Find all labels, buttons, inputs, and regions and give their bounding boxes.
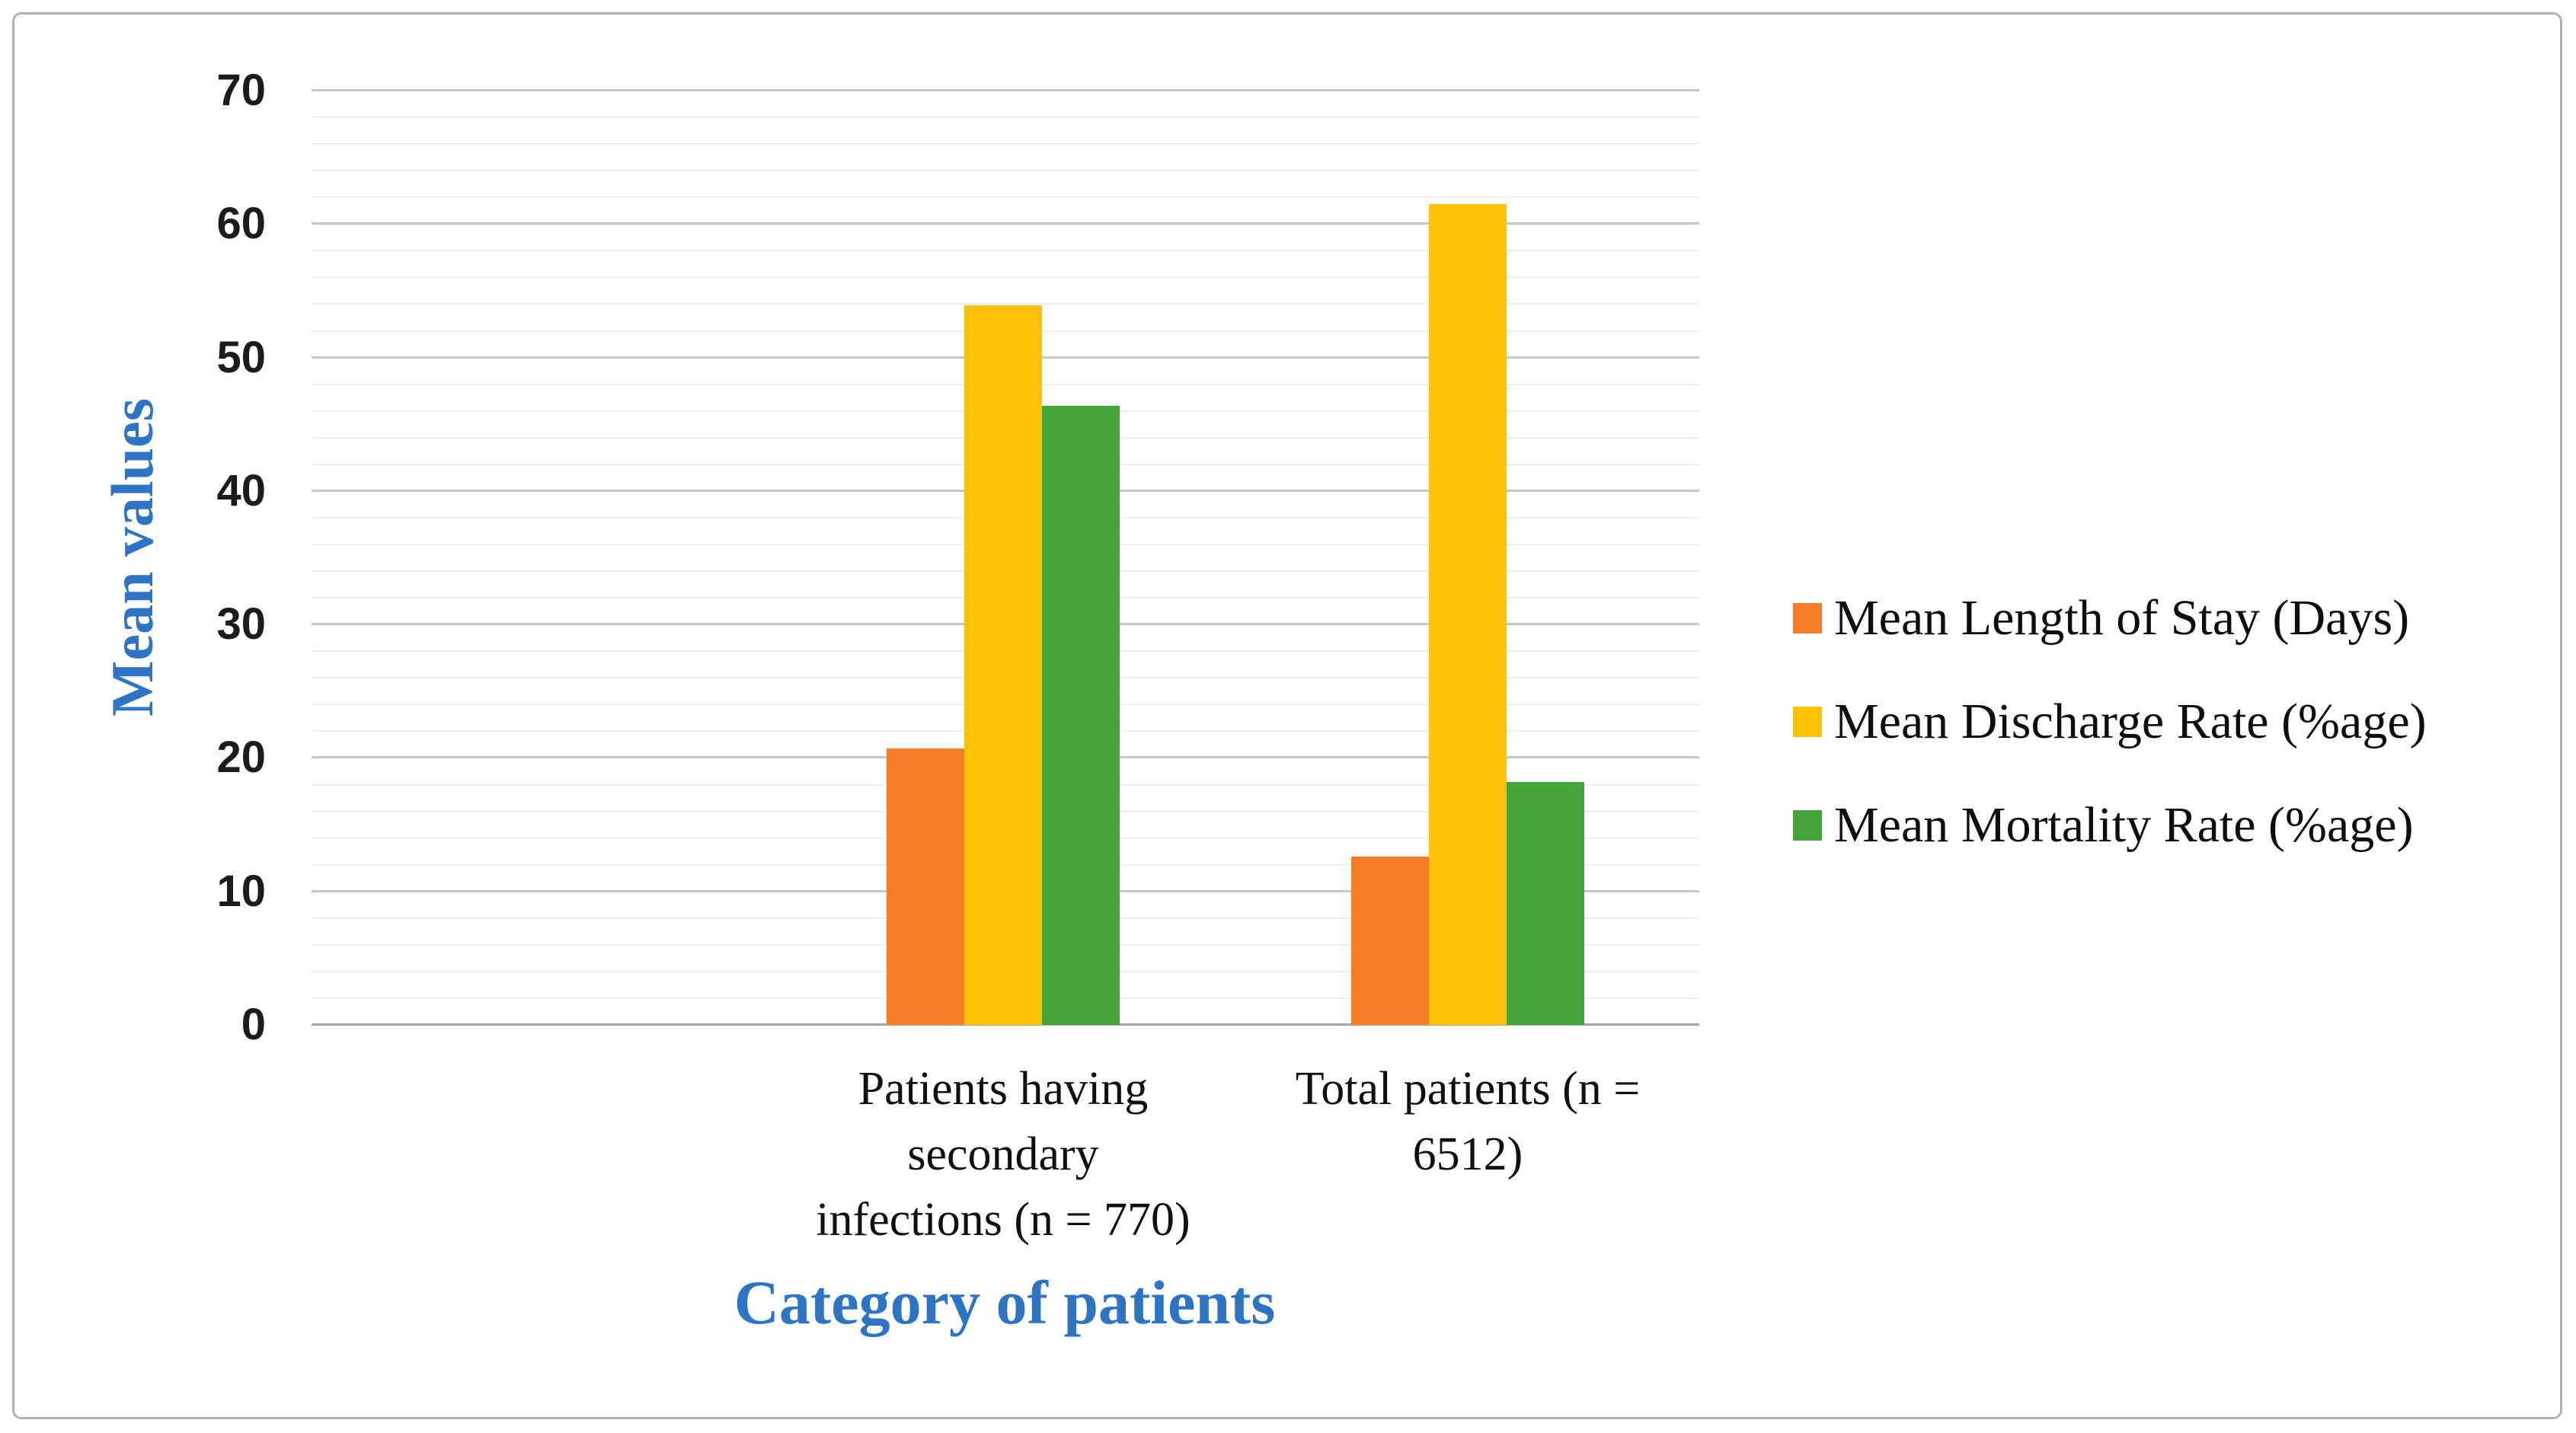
- y-tick-label-70: 70: [216, 65, 266, 115]
- figure-frame: Mean values 0 10 20 30 40 50 60 70 Patients hav…: [12, 12, 2562, 1419]
- minor-gridline: [312, 250, 1699, 252]
- y-tick-label-30: 30: [216, 599, 266, 649]
- y-tick-label-0: 0: [241, 1000, 266, 1049]
- category-label-line: Total patients (n =: [1295, 1063, 1641, 1115]
- y-tick-label-20: 20: [216, 732, 266, 783]
- minor-gridline: [312, 116, 1699, 119]
- legend-entry: Mean Discharge Rate (%age): [1793, 691, 2427, 753]
- legend-label: Mean Mortality Rate (%age): [1834, 797, 2414, 853]
- major-gridline: [312, 222, 1699, 225]
- bar-mean-length-of-stay-days-cat1: [887, 748, 964, 1025]
- category-label-1: Patients having secondary infections (n = …: [744, 1056, 1262, 1253]
- bar-mean-discharge-rate-age-cat2: [1429, 204, 1507, 1025]
- bar-mean-mortality-rate-age-cat2: [1507, 781, 1584, 1025]
- plot-area: [312, 89, 1699, 1026]
- bar-mean-length-of-stay-days-cat2: [1351, 857, 1429, 1025]
- category-label-line: secondary: [907, 1128, 1099, 1180]
- category-label-2: Total patients (n = 6512): [1209, 1056, 1727, 1187]
- legend-label: Mean Length of Stay (Days): [1834, 590, 2410, 646]
- legend-label: Mean Discharge Rate (%age): [1834, 694, 2427, 749]
- minor-gridline: [312, 196, 1699, 199]
- y-tick-label-10: 10: [216, 866, 266, 916]
- legend-entry: Mean Mortality Rate (%age): [1793, 794, 2427, 857]
- legend-swatch-icon: [1793, 707, 1822, 737]
- minor-gridline: [312, 143, 1699, 145]
- x-axis-title: Category of patients: [733, 1268, 1276, 1337]
- category-label-line: Patients having: [858, 1063, 1149, 1115]
- y-tick-label-50: 50: [216, 332, 266, 382]
- bar-mean-discharge-rate-age-cat1: [964, 305, 1042, 1025]
- minor-gridline: [312, 170, 1699, 172]
- y-axis-title: Mean values: [99, 397, 165, 717]
- legend-swatch-icon: [1793, 603, 1822, 634]
- bar-mean-mortality-rate-age-cat1: [1042, 405, 1120, 1025]
- legend-entry: Mean Length of Stay (Days): [1793, 587, 2427, 649]
- legend: Mean Length of Stay (Days) Mean Discharge…: [1793, 587, 2427, 898]
- minor-gridline: [312, 303, 1699, 305]
- major-gridline: [312, 89, 1699, 91]
- category-label-line: infections (n = 770): [816, 1194, 1191, 1246]
- legend-swatch-icon: [1793, 810, 1822, 841]
- y-tick-label-40: 40: [216, 465, 266, 515]
- category-label-line: 6512): [1412, 1128, 1523, 1180]
- y-tick-label-60: 60: [216, 199, 266, 249]
- minor-gridline: [312, 276, 1699, 279]
